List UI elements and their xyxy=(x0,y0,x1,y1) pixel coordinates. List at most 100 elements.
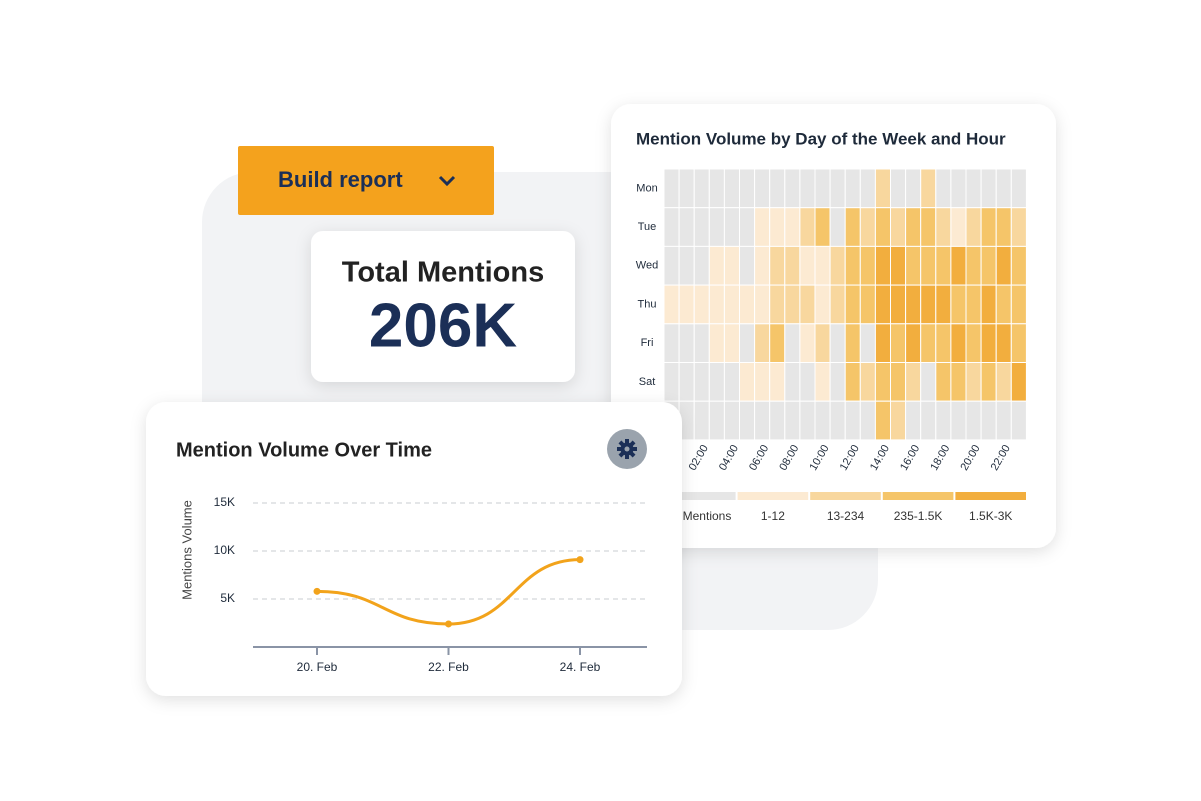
heat-cell xyxy=(874,207,892,247)
point xyxy=(445,620,452,628)
heat-cell xyxy=(708,362,725,402)
heat-cell xyxy=(950,284,967,325)
heat-cell xyxy=(678,362,695,402)
heat-cell xyxy=(874,284,892,325)
heat-cell xyxy=(739,362,756,402)
gear-icon[interactable] xyxy=(617,439,637,459)
heat-cell xyxy=(1010,400,1027,441)
heat-cell xyxy=(1010,245,1027,286)
legend-swatch xyxy=(955,492,1026,500)
heat-cell xyxy=(739,284,756,325)
button-label[interactable]: Build report xyxy=(278,167,403,192)
heat-cell xyxy=(769,362,786,402)
heat-cell xyxy=(784,323,801,363)
heat-cell xyxy=(769,245,786,286)
kpi-card: Total Mentions 206K xyxy=(311,231,575,382)
build-report-button[interactable]: Build report xyxy=(238,146,494,215)
heat-cell xyxy=(935,207,952,247)
heat-cell xyxy=(693,245,710,286)
legend-label: 13-234 xyxy=(827,509,865,523)
heat-cell xyxy=(814,362,831,402)
heat-cell xyxy=(980,207,997,247)
heat-cell xyxy=(784,284,801,325)
heat-cell xyxy=(980,168,997,209)
heat-cell xyxy=(859,168,876,209)
heat-cell xyxy=(965,284,982,325)
heat-cell xyxy=(965,362,982,402)
heat-cell xyxy=(799,245,816,286)
heat-cell xyxy=(814,168,831,209)
card xyxy=(311,231,575,382)
x-tick-label: 20. Feb xyxy=(297,660,338,674)
heat-cell xyxy=(965,400,982,441)
heat-cell xyxy=(814,323,831,363)
button-bg[interactable] xyxy=(238,146,494,215)
legend-label: 235-1.5K xyxy=(894,509,943,523)
y-tick-label: 5K xyxy=(220,591,235,605)
heat-cell xyxy=(739,323,756,363)
heat-cell xyxy=(950,245,967,286)
heat-cell xyxy=(754,284,771,325)
heat-cell xyxy=(708,400,725,441)
heat-cell xyxy=(859,207,876,247)
heat-cell xyxy=(799,168,816,209)
point xyxy=(313,587,321,595)
point xyxy=(576,556,584,564)
line-chart-card: Mention Volume Over Time Mentions Volume… xyxy=(146,402,682,696)
heat-cell xyxy=(829,362,846,402)
heat-cell xyxy=(935,362,952,402)
row-label: Mon xyxy=(636,182,657,194)
heat-cell xyxy=(739,168,756,209)
heat-cell xyxy=(754,207,771,247)
heat-cell xyxy=(920,362,937,402)
heat-cell xyxy=(814,400,831,441)
heat-cell xyxy=(859,323,876,363)
y-tick-label: 15K xyxy=(214,495,235,509)
heat-cell xyxy=(920,245,937,286)
heat-cell xyxy=(844,400,861,441)
heat-cell xyxy=(1010,207,1027,247)
heat-cell xyxy=(693,284,710,325)
row-label: Wed xyxy=(636,260,658,272)
heat-cell xyxy=(980,362,997,402)
heat-cell xyxy=(995,284,1012,325)
heat-cell xyxy=(754,168,771,209)
heat-cell xyxy=(905,245,922,286)
heat-cell xyxy=(920,207,937,247)
heat-cell xyxy=(693,362,710,402)
heat-cell xyxy=(950,168,967,209)
heat-cell xyxy=(995,323,1012,363)
row-label: Sat xyxy=(639,376,656,388)
x-tick-label: 22. Feb xyxy=(428,660,469,674)
heat-cell xyxy=(950,207,967,247)
heat-cell xyxy=(829,284,846,325)
heat-cell xyxy=(814,207,831,247)
heat-cell xyxy=(844,323,861,363)
row-label: Tue xyxy=(638,221,657,233)
heat-cell xyxy=(678,207,695,247)
heat-cell xyxy=(1010,323,1027,363)
heat-cell xyxy=(739,245,756,286)
settings-button[interactable] xyxy=(607,429,647,469)
heat-cell xyxy=(980,400,997,441)
heat-cell xyxy=(1010,362,1027,402)
heat-cell xyxy=(663,168,680,209)
legend-label: Mentions xyxy=(683,509,732,523)
heat-cell xyxy=(708,323,725,363)
heat-cell xyxy=(829,207,846,247)
heat-cell xyxy=(844,168,861,209)
chevron-icon[interactable] xyxy=(438,175,456,187)
heat-cell xyxy=(995,168,1012,209)
heat-cell xyxy=(829,400,846,441)
x-tick-label: 24. Feb xyxy=(560,660,601,674)
heat-cell xyxy=(950,362,967,402)
heat-cell xyxy=(663,362,680,402)
heat-cell xyxy=(859,362,876,402)
heat-cell xyxy=(890,323,907,363)
heat-cell xyxy=(693,207,710,247)
heat-cell xyxy=(844,245,861,286)
y-axis-label: Mentions Volume xyxy=(179,500,194,600)
heat-cell xyxy=(784,362,801,402)
legend-swatch xyxy=(737,492,809,500)
heat-cell xyxy=(799,323,816,363)
